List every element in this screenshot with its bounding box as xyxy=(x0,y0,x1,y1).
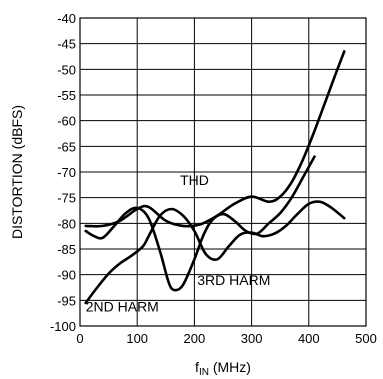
tick-labels: 0 100 200 300 400 500 -40 -45 -50 -55 -60 -65 -70 -75… xyxy=(50,11,377,346)
series-annotation: 3RD HARM xyxy=(197,272,270,288)
series-line-thd xyxy=(84,50,346,228)
grid xyxy=(80,18,366,326)
series-annotation: 2ND HARM xyxy=(86,299,159,315)
x-tick-label: 300 xyxy=(241,331,263,346)
y-tick-label: -55 xyxy=(57,88,76,103)
y-tick-label: -65 xyxy=(57,139,76,154)
y-tick-label: -95 xyxy=(57,293,76,308)
x-tick-label: 200 xyxy=(184,331,206,346)
x-tick-label: 0 xyxy=(76,331,83,346)
y-axis-title: DISTORTION (dBFS) xyxy=(9,105,25,239)
x-axis-title-sub: IN xyxy=(199,367,209,378)
y-tick-label: -100 xyxy=(50,319,76,334)
plot-frame xyxy=(79,17,367,327)
y-tick-label: -60 xyxy=(57,114,76,129)
y-tick-label: -85 xyxy=(57,242,76,257)
y-tick-label: -90 xyxy=(57,268,76,283)
y-tick-label: -70 xyxy=(57,165,76,180)
y-tick-label: -40 xyxy=(57,11,76,26)
series-annotation: THD xyxy=(180,172,209,188)
y-tick-label: -80 xyxy=(57,216,76,231)
y-tick-label: -50 xyxy=(57,62,76,77)
series-line-2nd-harm xyxy=(84,200,346,305)
x-axis-title: fIN (MHz) xyxy=(195,359,251,378)
y-tick-label: -75 xyxy=(57,191,76,206)
y-tick-label: -45 xyxy=(57,37,76,52)
annotations: THD 3RD HARM 2ND HARM xyxy=(86,172,271,315)
series-line-3rd-harm xyxy=(84,155,316,292)
x-axis-title-main: f xyxy=(195,359,199,375)
x-axis-title-unit: (MHz) xyxy=(209,359,251,375)
x-tick-label: 500 xyxy=(355,331,377,346)
series-lines xyxy=(84,50,346,305)
x-tick-label: 100 xyxy=(126,331,148,346)
x-tick-label: 400 xyxy=(298,331,320,346)
